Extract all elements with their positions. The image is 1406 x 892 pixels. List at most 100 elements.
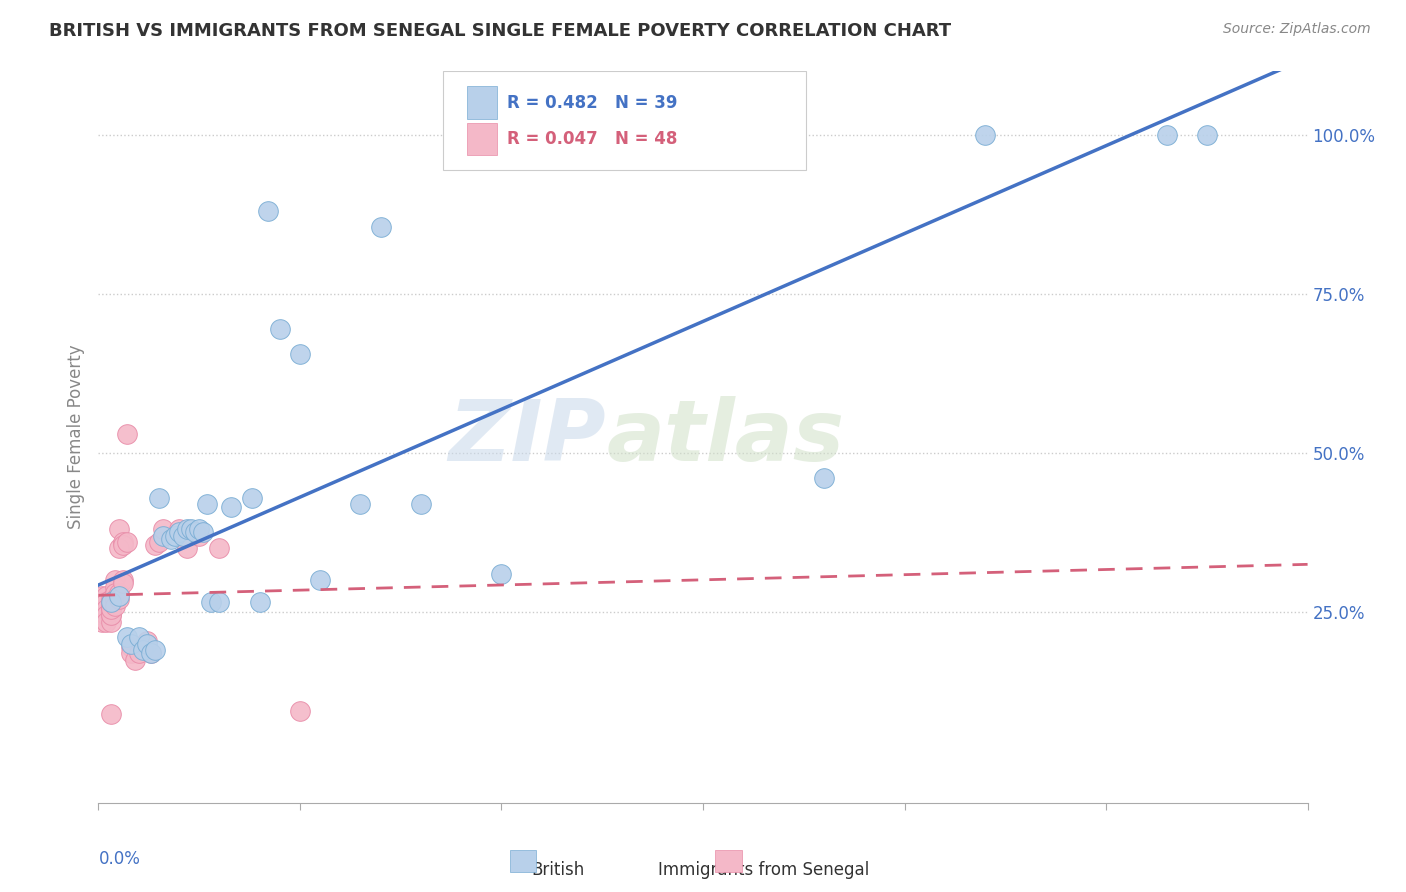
Point — [143, 643, 166, 657]
Point — [370, 220, 392, 235]
Point — [269, 322, 291, 336]
Point — [167, 525, 190, 540]
Point — [100, 599, 122, 613]
Point — [100, 602, 122, 616]
Point — [103, 573, 125, 587]
Point — [249, 595, 271, 609]
Point — [160, 532, 183, 546]
Point — [135, 633, 157, 648]
Point — [96, 602, 118, 616]
Point — [100, 608, 122, 623]
Point — [103, 592, 125, 607]
Text: atlas: atlas — [606, 395, 845, 479]
Point — [91, 602, 114, 616]
Point — [115, 426, 138, 441]
Point — [107, 592, 129, 607]
Point — [176, 522, 198, 536]
Point — [100, 592, 122, 607]
Point — [256, 204, 278, 219]
Point — [96, 595, 118, 609]
Point — [100, 706, 122, 721]
Point — [139, 646, 162, 660]
Point — [1195, 128, 1218, 142]
Point — [124, 653, 146, 667]
Point — [172, 529, 194, 543]
Point — [128, 631, 150, 645]
Point — [115, 535, 138, 549]
Point — [148, 535, 170, 549]
FancyBboxPatch shape — [467, 86, 498, 119]
Text: British: British — [531, 862, 585, 880]
Point — [409, 497, 432, 511]
Point — [240, 491, 263, 505]
Point — [115, 631, 138, 645]
Point — [167, 522, 190, 536]
Point — [111, 538, 134, 552]
Point — [139, 646, 162, 660]
Point — [107, 522, 129, 536]
Point — [974, 128, 997, 142]
Text: 0.0%: 0.0% — [98, 850, 141, 868]
Point — [91, 608, 114, 623]
Point — [111, 535, 134, 549]
Text: Immigrants from Senegal: Immigrants from Senegal — [658, 862, 869, 880]
Point — [103, 586, 125, 600]
Point — [152, 522, 174, 536]
Point — [309, 573, 332, 587]
Point — [135, 637, 157, 651]
Point — [96, 589, 118, 603]
Point — [132, 643, 155, 657]
Point — [91, 595, 114, 609]
Point — [96, 615, 118, 629]
Text: ZIP: ZIP — [449, 395, 606, 479]
Text: R = 0.482   N = 39: R = 0.482 N = 39 — [508, 94, 678, 112]
Point — [195, 497, 218, 511]
Point — [188, 529, 211, 543]
Point — [349, 497, 371, 511]
FancyBboxPatch shape — [443, 71, 806, 170]
Point — [184, 525, 207, 540]
Y-axis label: Single Female Poverty: Single Female Poverty — [66, 345, 84, 529]
FancyBboxPatch shape — [509, 850, 536, 872]
Point — [107, 586, 129, 600]
Point — [120, 637, 142, 651]
Point — [100, 595, 122, 609]
Point — [111, 573, 134, 587]
Point — [148, 491, 170, 505]
Point — [221, 500, 243, 514]
Point — [813, 471, 835, 485]
Point — [591, 128, 613, 142]
Point — [180, 522, 202, 536]
Point — [208, 541, 231, 556]
Point — [107, 541, 129, 556]
Point — [143, 538, 166, 552]
Point — [491, 566, 513, 581]
Point — [103, 580, 125, 594]
Text: Source: ZipAtlas.com: Source: ZipAtlas.com — [1223, 22, 1371, 37]
Point — [163, 529, 186, 543]
Point — [188, 522, 211, 536]
Point — [152, 529, 174, 543]
Point — [100, 595, 122, 609]
Point — [193, 525, 215, 540]
Point — [120, 640, 142, 654]
Point — [91, 615, 114, 629]
Point — [96, 608, 118, 623]
Point — [103, 599, 125, 613]
Point — [1156, 128, 1178, 142]
FancyBboxPatch shape — [716, 850, 742, 872]
Text: BRITISH VS IMMIGRANTS FROM SENEGAL SINGLE FEMALE POVERTY CORRELATION CHART: BRITISH VS IMMIGRANTS FROM SENEGAL SINGL… — [49, 22, 952, 40]
Point — [200, 595, 222, 609]
Point — [120, 646, 142, 660]
FancyBboxPatch shape — [467, 122, 498, 155]
Point — [208, 595, 231, 609]
Point — [288, 704, 311, 718]
Point — [91, 589, 114, 603]
Point — [128, 646, 150, 660]
Point — [100, 608, 122, 623]
Point — [111, 576, 134, 591]
Point — [107, 589, 129, 603]
Point — [176, 541, 198, 556]
Point — [288, 347, 311, 361]
Point — [100, 615, 122, 629]
